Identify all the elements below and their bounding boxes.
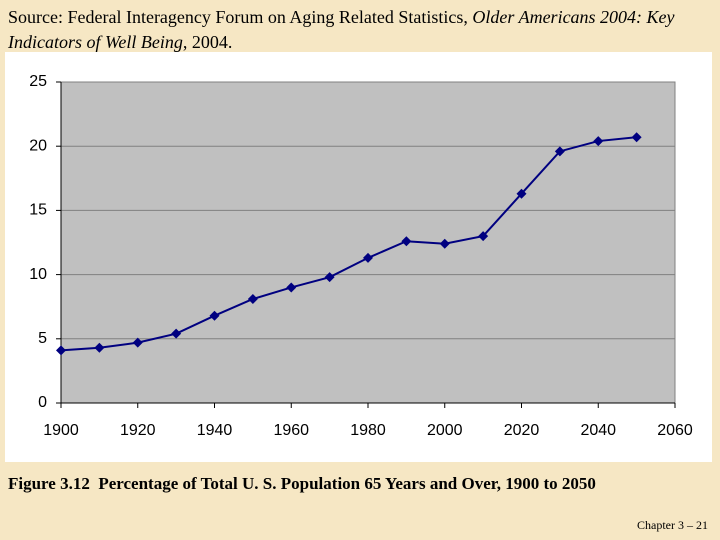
y-tick-label: 5 — [38, 330, 47, 347]
data-point — [132, 337, 143, 348]
source-note: Source: Federal Interagency Forum on Agi… — [8, 5, 688, 55]
source-title: Older Americans 2004: Key Indicators of … — [8, 7, 675, 52]
x-tick-label: 2000 — [427, 422, 463, 439]
data-point — [593, 136, 604, 147]
data-point — [209, 310, 220, 321]
x-tick-label: 2040 — [580, 422, 616, 439]
series-line — [60, 136, 637, 352]
y-tick-label: 25 — [29, 73, 47, 90]
y-tick-label: 0 — [38, 394, 47, 411]
source-text: Source: Federal Interagency Forum on Agi… — [8, 7, 473, 27]
data-point — [478, 231, 489, 242]
plot-area — [60, 81, 676, 404]
x-tick-label: 1920 — [120, 422, 156, 439]
x-tick-label: 1900 — [43, 422, 79, 439]
data-point — [286, 282, 297, 293]
data-point — [363, 252, 373, 263]
page-footer: Chapter 3 – 21 — [637, 518, 708, 532]
x-tick-label: 2060 — [657, 422, 693, 439]
y-tick-label: 20 — [29, 137, 47, 154]
x-tick-label: 2020 — [504, 422, 540, 439]
data-point — [554, 146, 565, 157]
data-point — [631, 132, 642, 143]
data-point — [439, 238, 450, 249]
x-tick-label: 1980 — [350, 422, 386, 439]
x-tick-label: 1940 — [197, 422, 233, 439]
data-point — [401, 236, 412, 247]
data-point — [56, 345, 66, 356]
source-text: , 2004. — [182, 32, 233, 52]
data-point — [94, 342, 105, 353]
data-point — [324, 272, 335, 283]
x-tick-label: 1960 — [273, 422, 309, 439]
data-point — [171, 328, 182, 339]
data-point — [247, 293, 258, 304]
data-point — [516, 188, 527, 199]
figure-caption: Figure 3.12 Percentage of Total U. S. Po… — [8, 474, 596, 493]
y-tick-label: 10 — [29, 266, 47, 283]
y-tick-label: 15 — [29, 202, 47, 219]
